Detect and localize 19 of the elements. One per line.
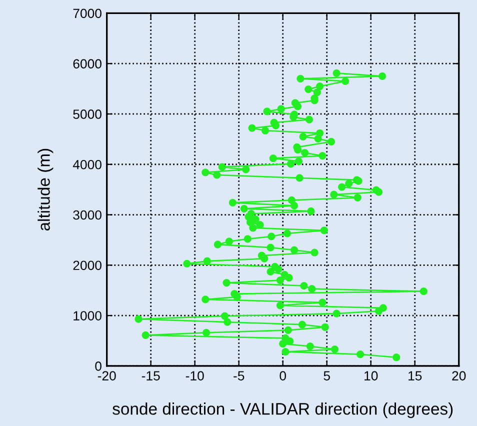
y-axis-title: altitude (m) <box>38 148 54 231</box>
y-tick-label: 7000 <box>73 8 102 18</box>
x-tick-label: 0 <box>280 371 286 380</box>
x-tick-label: -10 <box>186 371 204 380</box>
y-tick-label: 0 <box>95 362 102 371</box>
x-tick-label: 5 <box>324 371 330 380</box>
x-tick-label: -20 <box>98 371 116 380</box>
y-tick-label: 1000 <box>74 311 102 320</box>
y-tick-label: 6000 <box>73 59 102 69</box>
y-tick-label: 4000 <box>72 160 102 170</box>
y-tick-label: 5000 <box>73 110 102 119</box>
x-tick-label: -15 <box>142 371 160 380</box>
x-axis-title: sonde direction - VALIDAR direction (degrees) <box>112 402 453 418</box>
y-tick-label: 2000 <box>73 260 102 270</box>
y-tick-label: 3000 <box>73 210 102 220</box>
x-tick-label: -5 <box>234 371 244 380</box>
x-tick-label: 20 <box>452 371 466 380</box>
x-tick-label: 15 <box>408 371 422 380</box>
x-tick-label: 10 <box>364 371 378 380</box>
